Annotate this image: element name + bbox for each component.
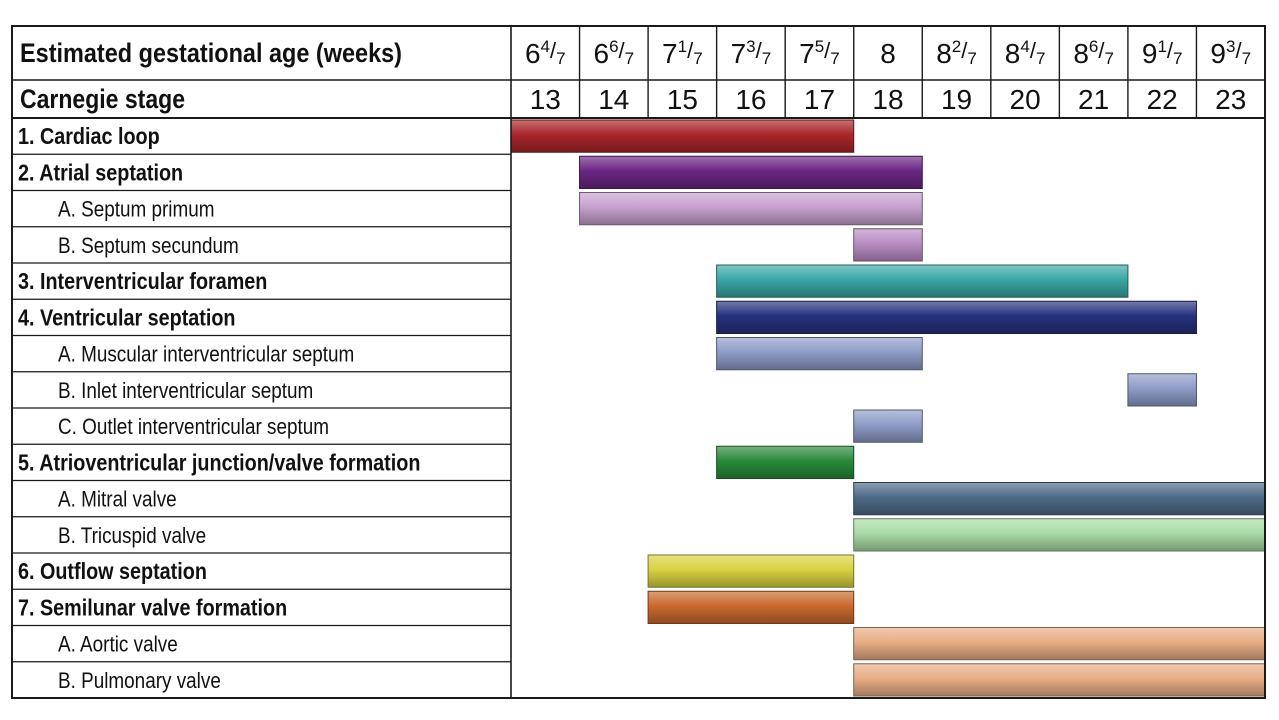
timeline-bar bbox=[853, 482, 1266, 516]
carnegie-stage-tick-label: 16 bbox=[735, 84, 766, 115]
row-label: 4. Ventricular septation bbox=[18, 305, 236, 331]
timeline-bar bbox=[716, 337, 923, 371]
row-label: 7. Semilunar valve formation bbox=[18, 595, 287, 621]
gestational-age-tick-label: 91/7 bbox=[1142, 37, 1183, 69]
row-label: 3. Interventricular foramen bbox=[18, 269, 267, 295]
timeline-bar bbox=[853, 228, 923, 262]
timeline-bar bbox=[853, 518, 1266, 552]
gestational-age-tick-label: 64/7 bbox=[525, 37, 566, 69]
row-label: C. Outlet interventricular septum bbox=[58, 415, 329, 440]
timeline-bar bbox=[510, 119, 855, 153]
carnegie-stage-tick-label: 21 bbox=[1078, 84, 1109, 115]
carnegie-stage-tick-label: 19 bbox=[941, 84, 972, 115]
chart-border bbox=[11, 25, 1266, 699]
row-label: A. Mitral valve bbox=[58, 487, 177, 512]
timeline-bar bbox=[579, 192, 923, 226]
timeline-bar bbox=[647, 554, 855, 588]
chart-gridlines bbox=[11, 25, 1266, 699]
gestational-age-tick-label: 93/7 bbox=[1210, 37, 1251, 69]
timeline-bar bbox=[853, 627, 1266, 661]
timeline-bar bbox=[853, 409, 923, 443]
timeline-bar bbox=[716, 445, 855, 479]
row-label: A. Muscular interventricular septum bbox=[58, 342, 354, 367]
gestational-age-tick-label: 8 bbox=[880, 38, 896, 69]
carnegie-stage-header-label: Carnegie stage bbox=[20, 84, 185, 114]
gestational-age-tick-label: 75/7 bbox=[799, 37, 840, 69]
row-label: B. Pulmonary valve bbox=[58, 669, 221, 694]
carnegie-stage-tick-label: 13 bbox=[530, 84, 561, 115]
carnegie-stage-tick-label: 15 bbox=[667, 84, 698, 115]
row-label: 6. Outflow septation bbox=[18, 559, 207, 585]
timeline-bar bbox=[579, 155, 923, 189]
carnegie-stage-tick-label: 17 bbox=[804, 84, 835, 115]
carnegie-stage-tick-label: 23 bbox=[1215, 84, 1246, 115]
gestational-age-tick-label: 66/7 bbox=[593, 37, 634, 69]
gestational-age-tick-label: 82/7 bbox=[936, 37, 977, 69]
gestational-age-tick-label: 84/7 bbox=[1005, 37, 1046, 69]
row-label: 5. Atrioventricular junction/valve forma… bbox=[18, 450, 420, 476]
row-label: 1. Cardiac loop bbox=[18, 124, 160, 150]
carnegie-stage-tick-label: 18 bbox=[872, 84, 903, 115]
timeline-bar bbox=[1127, 373, 1197, 407]
carnegie-stage-tick-label: 14 bbox=[598, 84, 629, 115]
gestational-age-header-label: Estimated gestational age (weeks) bbox=[20, 38, 402, 68]
timeline-bar bbox=[716, 300, 1197, 334]
row-label: B. Septum secundum bbox=[58, 234, 239, 259]
gestational-age-tick-label: 71/7 bbox=[662, 37, 703, 69]
gestational-age-tick-label: 86/7 bbox=[1073, 37, 1114, 69]
carnegie-stage-tick-label: 20 bbox=[1010, 84, 1041, 115]
gestational-age-tick-label: 73/7 bbox=[731, 37, 772, 69]
timeline-bar bbox=[647, 590, 855, 624]
row-label: B. Tricuspid valve bbox=[58, 524, 206, 549]
row-label: B. Inlet interventricular septum bbox=[58, 379, 313, 404]
row-label: A. Septum primum bbox=[58, 197, 215, 222]
timeline-bar bbox=[716, 264, 1129, 298]
row-label: 2. Atrial septation bbox=[18, 160, 183, 186]
chart-bars bbox=[510, 119, 1266, 697]
chart-text: Estimated gestational age (weeks) 64/7 66/… bbox=[18, 37, 1251, 693]
timeline-bar bbox=[853, 663, 1266, 697]
row-label: A. Aortic valve bbox=[58, 632, 178, 657]
carnegie-stage-tick-label: 22 bbox=[1147, 84, 1178, 115]
